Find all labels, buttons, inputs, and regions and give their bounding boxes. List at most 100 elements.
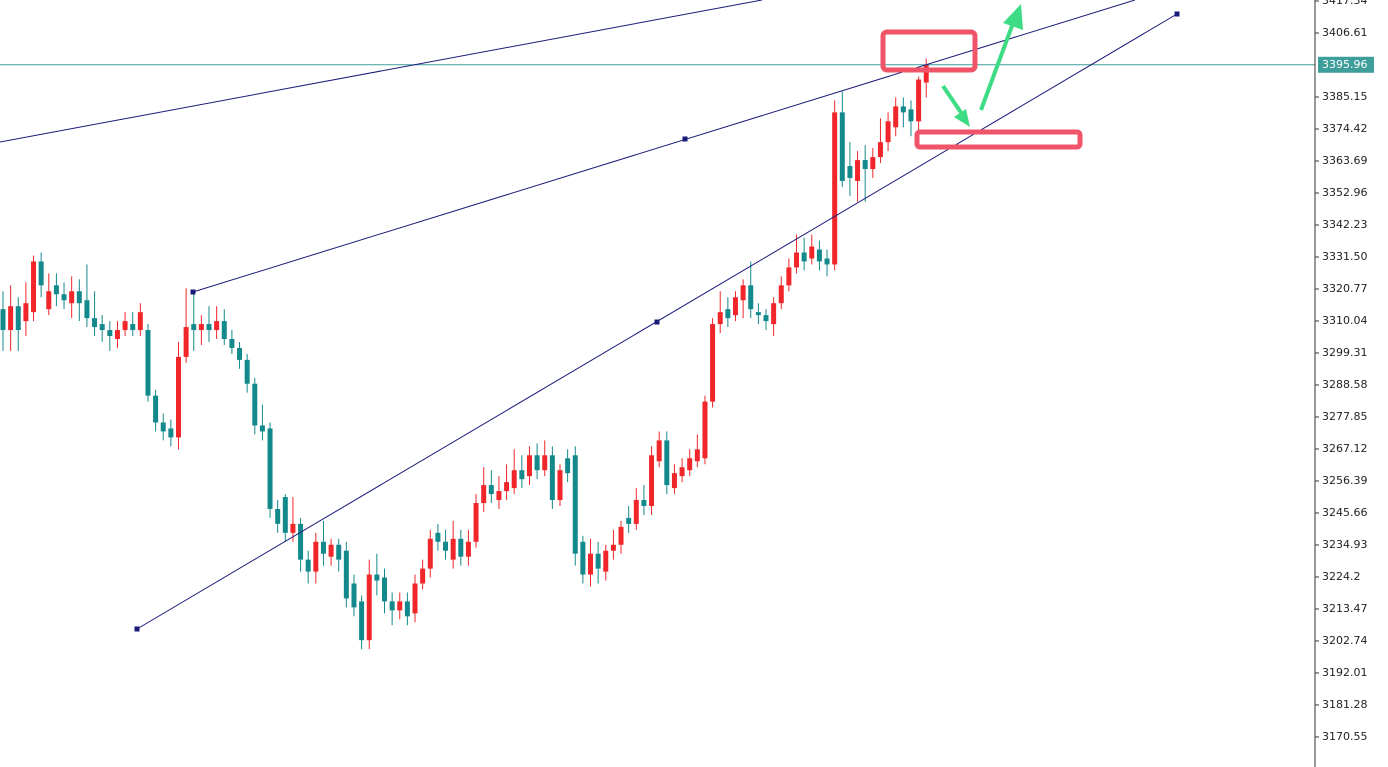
candle-body	[603, 550, 609, 572]
y-tick-label: 3320.77	[1322, 282, 1368, 295]
candle-body	[160, 422, 166, 432]
line-anchor	[134, 626, 140, 632]
candle-body	[229, 338, 235, 348]
candle-body	[92, 318, 98, 328]
candle-body	[580, 541, 586, 575]
candle-body	[717, 312, 723, 325]
candle-body	[450, 538, 456, 560]
candle-body	[671, 473, 677, 489]
candle-body	[145, 330, 151, 396]
candle-body	[839, 112, 845, 181]
drawings	[0, 0, 1180, 632]
y-tick-label: 3277.85	[1322, 410, 1368, 423]
candle-body	[53, 285, 59, 295]
arrow	[941, 84, 964, 116]
y-tick-label: 3256.39	[1322, 474, 1368, 487]
y-tick-label: 3170.55	[1322, 730, 1368, 743]
y-tick-label: 3417.34	[1322, 0, 1368, 7]
candle-body	[610, 544, 616, 551]
candle-body	[893, 106, 899, 128]
candle-body	[816, 249, 822, 262]
y-tick-label: 3202.74	[1322, 634, 1368, 647]
candle-body	[359, 601, 365, 641]
y-tick-label: 3288.58	[1322, 378, 1368, 391]
line-anchor	[1174, 11, 1180, 17]
candle-body	[900, 106, 906, 113]
candle-body	[69, 291, 75, 304]
candle-body	[664, 440, 670, 486]
candle-body	[877, 142, 883, 158]
candle-body	[214, 321, 220, 331]
y-tick-label: 3363.69	[1322, 154, 1368, 167]
candle-body	[473, 503, 479, 542]
candle-body	[740, 285, 746, 301]
candle-body	[8, 306, 14, 331]
candle-body	[542, 455, 548, 471]
candle-body	[259, 425, 265, 432]
candle-body	[313, 541, 319, 572]
candle-body	[702, 401, 708, 459]
candle-body	[855, 160, 861, 181]
candle-body	[38, 261, 44, 286]
candle-body	[351, 583, 357, 608]
candle-body	[84, 300, 90, 319]
arrow	[979, 25, 1014, 111]
candle-body	[649, 455, 655, 506]
candle-body	[298, 523, 304, 560]
candle-body	[618, 526, 624, 545]
trend-line	[0, 0, 763, 143]
arrow-head	[1003, 4, 1023, 30]
candle-body	[488, 485, 494, 495]
candle-body	[244, 359, 250, 384]
y-tick-label: 3310.04	[1322, 314, 1368, 327]
candle-body	[923, 64, 929, 83]
candle-body	[153, 395, 159, 423]
candle-body	[305, 559, 311, 572]
candle-body	[320, 541, 326, 554]
y-tick-label: 3234.93	[1322, 538, 1368, 551]
candle-body	[221, 321, 227, 339]
candle-body	[588, 553, 594, 575]
candle-body	[748, 285, 754, 310]
candle-body	[389, 601, 395, 611]
candle-body	[290, 523, 296, 533]
candle-body	[679, 467, 685, 477]
arrow-head	[954, 109, 970, 127]
candle-body	[557, 470, 563, 501]
candle-body	[565, 458, 571, 474]
candle-body	[23, 303, 29, 322]
y-tick-label: 3331.50	[1322, 250, 1368, 263]
candle-body	[427, 538, 433, 569]
line-anchor	[654, 319, 660, 325]
candle-body	[374, 574, 380, 581]
candle-body	[519, 470, 525, 480]
y-tick-label: 3385.15	[1322, 90, 1368, 103]
y-tick-label: 3406.61	[1322, 26, 1368, 39]
candle-body	[435, 532, 441, 542]
candle-body	[832, 112, 838, 265]
current-price-label: 3395.96	[1322, 58, 1368, 71]
candle-body	[847, 166, 853, 178]
y-tick-label: 3352.96	[1322, 186, 1368, 199]
candle-body	[595, 553, 601, 569]
candle-body	[412, 583, 418, 614]
candle-body	[275, 508, 281, 524]
current-price-box	[1318, 56, 1374, 73]
candle-body	[343, 550, 349, 599]
candle-body	[916, 79, 922, 122]
candle-body	[206, 324, 212, 331]
candle-body	[725, 309, 731, 319]
candle-body	[122, 321, 128, 331]
candle-body	[794, 252, 800, 268]
trend-line	[192, 0, 1136, 293]
y-tick-label: 3192.01	[1322, 666, 1368, 679]
candle-body	[771, 303, 777, 325]
candle-body	[198, 324, 204, 331]
candle-body	[534, 455, 540, 471]
candle-body	[397, 601, 403, 611]
candle-body	[175, 356, 181, 438]
candle-body	[191, 324, 197, 331]
candle-body	[31, 261, 37, 313]
line-anchor	[190, 289, 196, 295]
